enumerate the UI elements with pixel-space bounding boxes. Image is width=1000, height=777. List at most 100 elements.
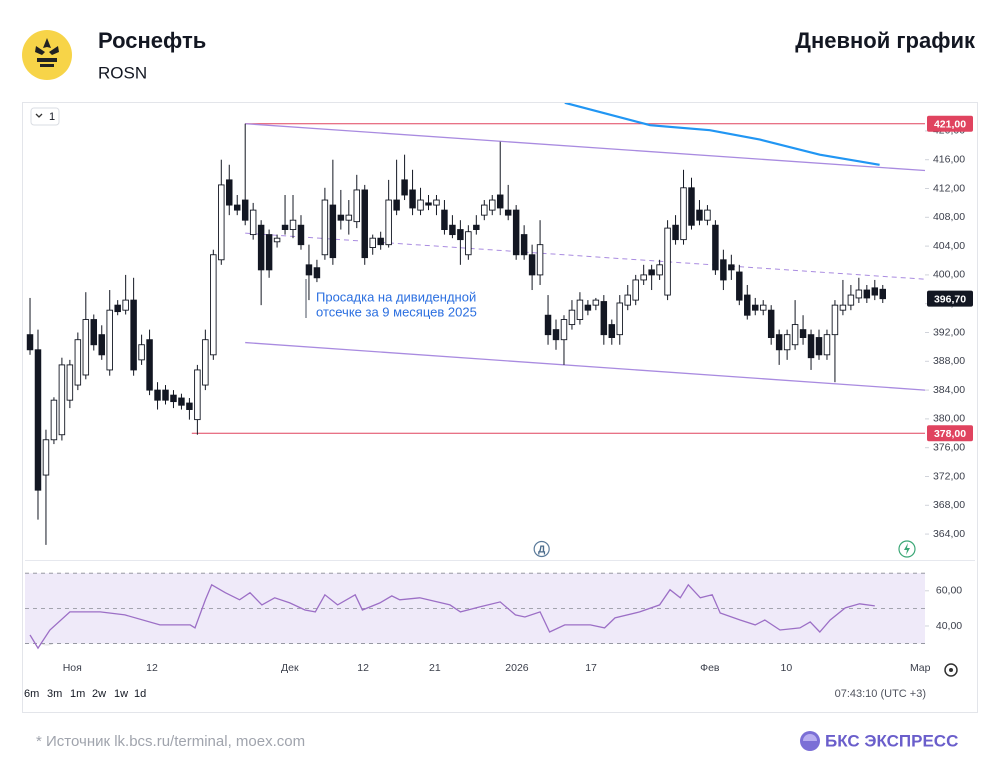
candle-body: [608, 324, 616, 338]
price-pane: [26, 103, 925, 545]
candle-body: [512, 209, 520, 256]
y-tick-label: 412,00: [933, 182, 965, 194]
candle-body: [624, 294, 631, 306]
candle-body: [672, 224, 679, 241]
candle-body: [377, 237, 384, 246]
range-button[interactable]: 3m: [47, 688, 62, 700]
candle-body: [489, 199, 496, 211]
candle-body: [664, 227, 671, 296]
candle-body: [481, 204, 488, 216]
brand-name: БКС ЭКСПРЕСС: [825, 731, 958, 750]
candle-body: [767, 309, 775, 338]
candle-body: [504, 209, 512, 216]
candle-body: [433, 199, 440, 206]
candle-body: [688, 187, 695, 226]
candle-body: [90, 319, 98, 346]
candle-body: [544, 314, 552, 336]
candle-body: [879, 288, 887, 300]
candle-body: [353, 189, 361, 223]
candle-body: [425, 202, 432, 206]
channel-lower: [245, 341, 925, 391]
candle-body: [265, 234, 273, 271]
candle-body: [696, 209, 703, 221]
settings-icon[interactable]: [944, 663, 958, 677]
candle-body: [146, 339, 153, 391]
source-note: * Источник lk.bcs.ru/terminal, moex.com: [36, 733, 305, 750]
range-button[interactable]: 1d: [134, 688, 146, 700]
last-price-label: 396,70: [934, 293, 966, 305]
candle-body: [34, 349, 42, 491]
candle-body: [58, 364, 66, 436]
candle-body: [289, 219, 297, 230]
level-tag: [927, 425, 973, 442]
range-button[interactable]: 1w: [114, 688, 128, 700]
candle-body: [584, 304, 592, 311]
candle-body: [202, 339, 209, 386]
x-tick-label: 10: [780, 662, 792, 674]
candle-body: [712, 224, 719, 271]
company-name: Роснефть: [98, 28, 206, 53]
candle-body: [528, 254, 536, 276]
candle-body: [66, 364, 74, 401]
candle-body: [281, 224, 289, 230]
candle-body: [106, 309, 113, 371]
y-tick-label: 372,00: [933, 470, 965, 482]
candle-body: [791, 324, 799, 346]
candle-body: [847, 294, 855, 306]
candle-body: [273, 237, 281, 243]
candle-body: [98, 334, 105, 356]
candle-body: [871, 287, 879, 296]
y-tick-label: 368,00: [933, 499, 965, 511]
candle-body: [50, 399, 58, 441]
range-button[interactable]: 2w: [92, 688, 106, 700]
x-tick-label: 12: [357, 662, 369, 674]
range-button[interactable]: 6m: [24, 688, 39, 700]
candle-body: [815, 337, 823, 356]
candle-body: [576, 299, 584, 320]
candle-body: [831, 304, 839, 336]
moving-average: [564, 103, 880, 166]
x-tick-label: Дек: [281, 662, 299, 674]
candle-body: [536, 244, 544, 276]
candle-body: [154, 389, 161, 401]
candle-body: [441, 209, 448, 230]
axes: 364,00 368,00 372,00 376,00 380,00 384,00 388,…: [63, 115, 973, 674]
interval-button[interactable]: [30, 107, 60, 126]
dividend-marker: [533, 540, 550, 558]
candle-body: [257, 224, 265, 271]
candle-body: [162, 389, 169, 401]
last-price-tag: [927, 290, 973, 307]
candle-body: [409, 189, 416, 209]
candle-body: [496, 194, 504, 209]
candle-body: [720, 259, 727, 281]
candle-body: [233, 204, 241, 211]
candle-body: [130, 299, 137, 371]
y-tick-label: 392,00: [933, 326, 965, 338]
y-tick-label: 408,00: [933, 211, 965, 223]
candle-body: [520, 234, 528, 256]
candle-body: [640, 274, 647, 281]
candle-body: [321, 199, 329, 256]
ticker: ROSN: [98, 63, 147, 82]
range-button[interactable]: 1m: [70, 688, 85, 700]
candle-body: [799, 329, 807, 338]
x-tick-label: Мар: [910, 662, 931, 674]
y-tick-label: 416,00: [933, 153, 965, 165]
candle-body: [728, 264, 735, 271]
candle-body: [385, 199, 392, 246]
x-tick-label: 21: [429, 662, 441, 674]
candle-body: [457, 229, 464, 241]
flash-icon[interactable]: [898, 540, 916, 558]
candle-body: [552, 329, 560, 341]
candle-body: [855, 289, 863, 299]
y-tick-label: 404,00: [933, 240, 965, 252]
candle-body: [759, 304, 767, 311]
level-tag: [927, 115, 973, 132]
y-tick-label: 376,00: [933, 441, 965, 453]
candle-body: [568, 309, 576, 326]
y-tick-label: 380,00: [933, 413, 965, 425]
candle-body: [170, 394, 177, 403]
candle-body: [114, 304, 121, 313]
candle-body: [592, 299, 600, 306]
